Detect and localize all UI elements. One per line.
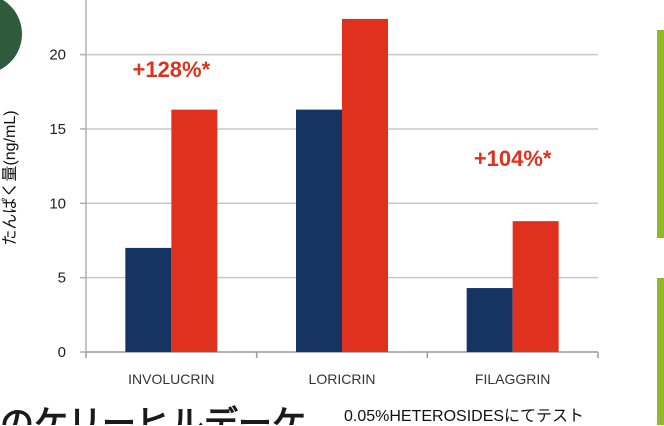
y-tick-label: 10 [49,195,66,212]
bar-filaggrin-series1 [466,288,513,352]
bar-filaggrin-series2 [512,221,559,352]
bar-involucrin-series2 [171,109,218,352]
heading-fragment: のケリーヒルデーケ [0,405,306,425]
annotation-label: +128%* [132,57,210,82]
y-tick-label: 5 [58,270,66,287]
bar-involucrin-series1 [125,247,172,352]
annotation-label: +104%* [474,146,552,171]
accent-bar-bottom [657,278,664,425]
bar-loricrin-series1 [296,109,342,352]
accent-bar-top [657,30,664,238]
y-tick-label: 15 [49,121,66,138]
y-tick-label: 0 [58,344,66,361]
x-tick-label: INVOLUCRIN [128,371,214,387]
y-tick-label: 20 [49,47,66,64]
test-note: 0.05%HETEROSIDESにてテスト [344,408,585,425]
bar-loricrin-series2 [342,18,388,352]
x-tick-label: LORICRIN [309,371,376,387]
x-tick-label: FILAGGRIN [475,371,550,387]
